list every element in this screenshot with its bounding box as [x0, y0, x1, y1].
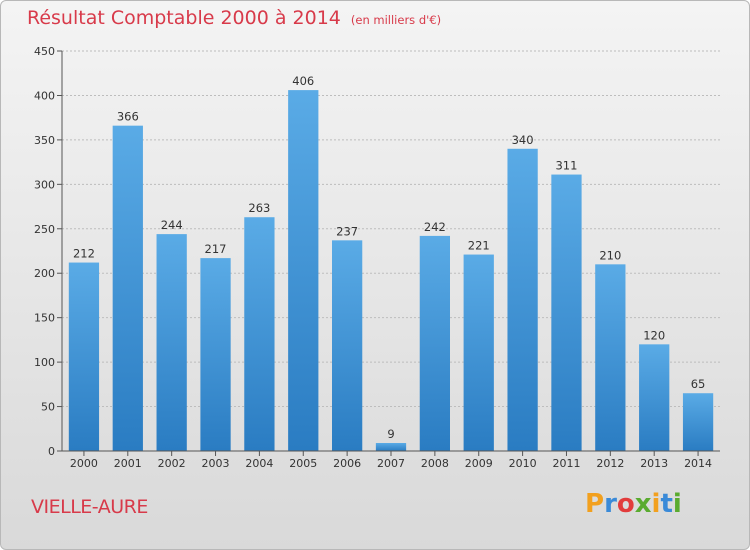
value-label: 263 — [248, 201, 270, 215]
axes — [57, 50, 720, 456]
value-label: 237 — [336, 224, 358, 238]
value-label: 221 — [468, 239, 490, 253]
x-tick-label: 2008 — [421, 457, 449, 470]
logo-letter: t — [660, 489, 673, 519]
bar — [463, 254, 494, 451]
logo-letter: i — [672, 489, 682, 519]
value-label: 120 — [643, 328, 665, 342]
value-label: 340 — [512, 133, 534, 147]
y-tick-label: 400 — [34, 89, 55, 102]
bar — [682, 393, 714, 451]
x-tick-label: 2014 — [684, 457, 712, 470]
logo-letter: r — [604, 489, 617, 519]
logo-letter: o — [616, 489, 635, 519]
bar — [551, 174, 582, 452]
y-tick-label: 200 — [34, 267, 55, 280]
x-tick-label: 2005 — [289, 457, 317, 470]
bars — [68, 90, 714, 452]
bar — [595, 264, 626, 451]
y-tick-label: 100 — [34, 356, 55, 369]
x-tick-label: 2009 — [465, 457, 493, 470]
x-tick-label: 2002 — [158, 457, 186, 470]
commune-name: VIELLE-AURE — [31, 496, 148, 518]
x-tick-label: 2013 — [640, 457, 668, 470]
y-tick-label: 250 — [34, 223, 55, 236]
bar — [507, 148, 538, 451]
x-tick-label: 2007 — [377, 457, 405, 470]
value-label: 65 — [691, 377, 706, 391]
title-row: Résultat Comptable 2000 à 2014 (en millie… — [27, 7, 441, 29]
logo-letter: x — [634, 489, 652, 519]
bar — [375, 443, 407, 451]
x-tick-label: 2001 — [114, 457, 142, 470]
y-tick-label: 150 — [34, 312, 55, 325]
x-tick-label: 2012 — [596, 457, 624, 470]
x-tick-label: 2000 — [70, 457, 98, 470]
value-label: 9 — [387, 427, 394, 441]
x-tick-label: 2004 — [245, 457, 273, 470]
bar — [331, 240, 363, 451]
bar — [112, 125, 143, 452]
logo-letter: i — [651, 489, 661, 519]
bar — [156, 234, 187, 451]
x-tick-label: 2006 — [333, 457, 361, 470]
bar — [68, 262, 100, 451]
y-tick-label: 350 — [34, 134, 55, 147]
y-tick-label: 300 — [34, 178, 55, 191]
value-label: 210 — [599, 248, 621, 262]
bar — [244, 217, 275, 451]
bar — [288, 90, 319, 451]
value-label: 406 — [292, 74, 314, 88]
bar — [639, 344, 670, 451]
value-label: 311 — [555, 159, 577, 173]
chart-subtitle: (en milliers d'€) — [350, 13, 442, 27]
y-tick-label: 0 — [48, 445, 55, 458]
bar — [419, 235, 451, 451]
x-tick-label: 2010 — [509, 457, 537, 470]
bar — [200, 258, 231, 451]
proxiti-logo: Proxiti — [585, 489, 682, 519]
y-tick-label: 50 — [41, 401, 55, 414]
x-tick-label: 2011 — [552, 457, 580, 470]
value-label: 242 — [424, 220, 446, 234]
value-label: 212 — [73, 247, 95, 261]
x-tick-label: 2003 — [202, 457, 230, 470]
value-label: 217 — [205, 242, 227, 256]
y-tick-label: 450 — [34, 45, 55, 58]
value-label: 244 — [161, 218, 183, 232]
labels: 0 50 100 150 200 250 300 350 400 450 212 2000 366 200… — [34, 45, 712, 470]
chart-title: Résultat Comptable 2000 à 2014 — [27, 7, 341, 29]
value-label: 366 — [117, 110, 139, 124]
logo-letter: P — [585, 489, 605, 519]
